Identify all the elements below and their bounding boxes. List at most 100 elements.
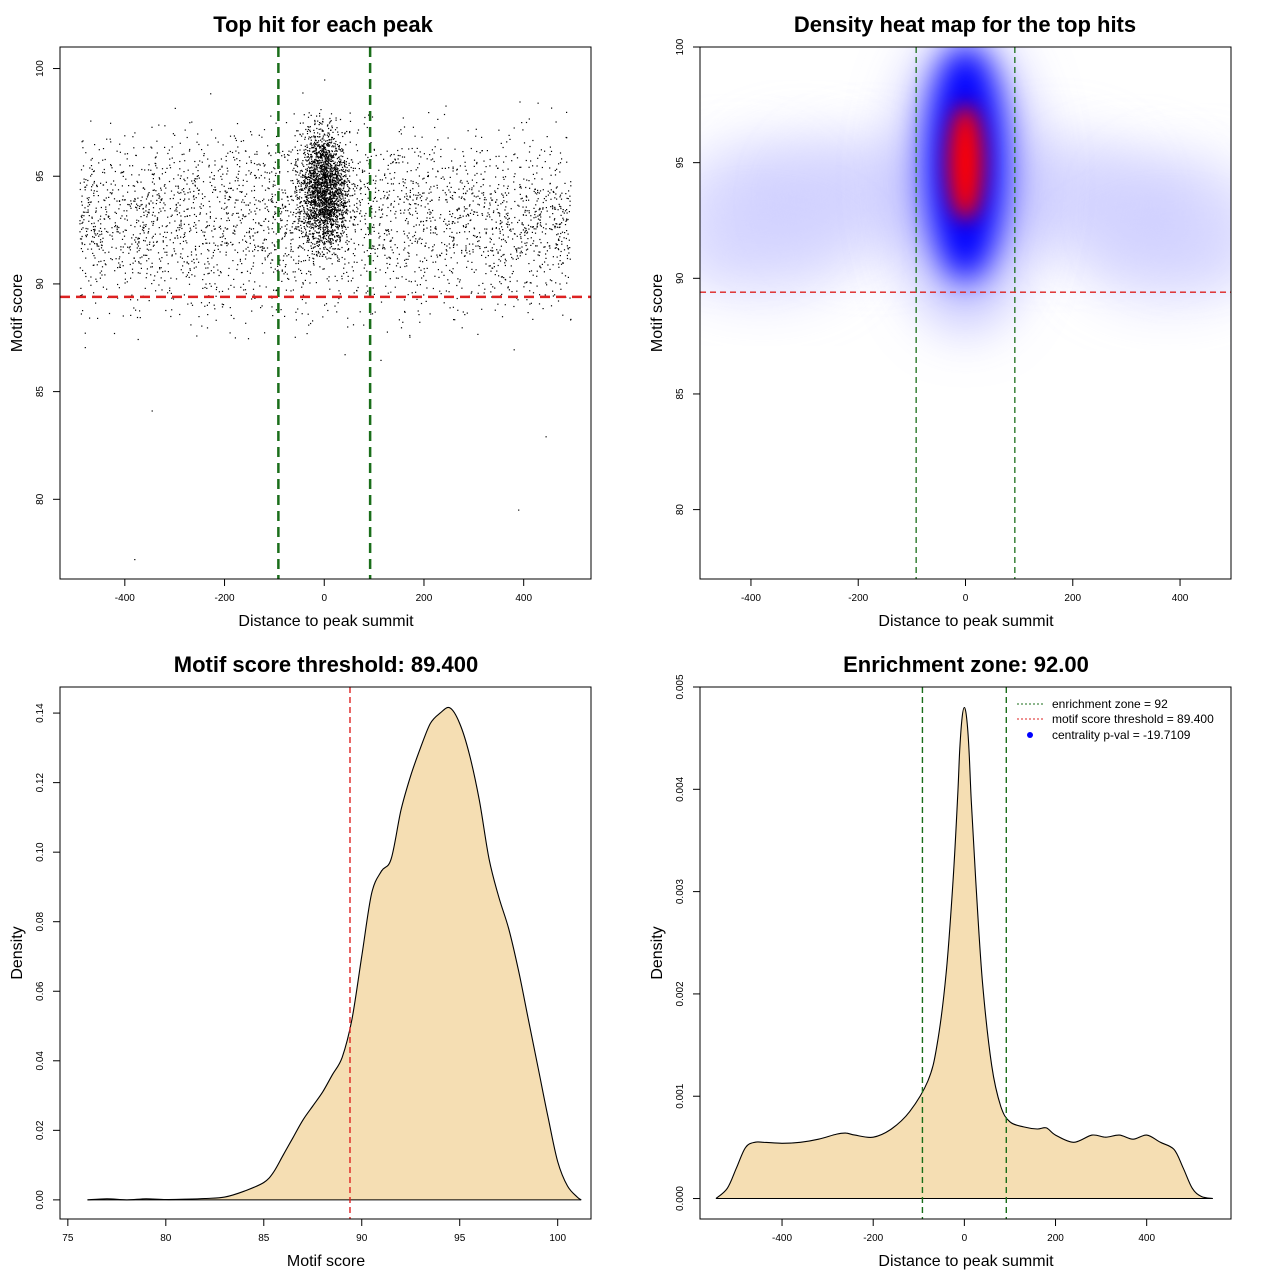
scatter-point <box>284 225 286 227</box>
scatter-point <box>316 205 318 207</box>
scatter-point <box>253 197 255 199</box>
scatter-point <box>199 160 201 162</box>
scatter-point <box>446 201 448 203</box>
scatter-point <box>550 305 553 307</box>
scatter-point <box>323 189 325 191</box>
scatter-point <box>541 178 543 180</box>
scatter-point <box>239 258 241 260</box>
scatter-point <box>313 145 315 147</box>
scatter-point <box>297 158 299 160</box>
scatter-point <box>429 217 431 219</box>
scatter-point <box>156 217 159 219</box>
scatter-point <box>429 154 431 156</box>
scatter-point <box>564 224 567 226</box>
scatter-point <box>135 206 137 208</box>
scatter-point <box>142 207 144 210</box>
scatter-point <box>272 259 274 261</box>
scatter-point <box>458 281 461 283</box>
scatter-point <box>336 175 338 177</box>
scatter-point <box>342 207 344 209</box>
scatter-point <box>560 214 562 216</box>
scatter-point <box>308 257 311 259</box>
scatter-point <box>336 280 338 282</box>
scatter-point <box>312 216 314 218</box>
scatter-point <box>378 224 381 226</box>
scatter-point <box>379 179 381 181</box>
scatter-point <box>491 250 493 252</box>
scatter-point <box>489 158 491 161</box>
scatter-point <box>295 195 297 197</box>
scatter-point <box>326 142 328 144</box>
scatter-point <box>550 150 553 152</box>
scatter-point <box>483 160 485 162</box>
scatter-point <box>245 204 247 206</box>
scatter-point <box>570 181 572 183</box>
scatter-point <box>555 187 557 189</box>
scatter-point <box>322 188 324 190</box>
scatter-point <box>456 210 458 212</box>
scatter-point <box>462 225 464 227</box>
scatter-point <box>329 288 331 290</box>
scatter-point <box>442 176 444 178</box>
scatter-point <box>401 148 403 150</box>
scatter-point <box>330 216 332 218</box>
scatter-point <box>400 327 403 329</box>
scatter-point <box>169 208 171 210</box>
scatter-point <box>471 268 473 270</box>
scatter-point <box>318 187 320 189</box>
scatter-point <box>424 271 426 273</box>
scatter-point <box>105 264 107 266</box>
scatter-point <box>222 173 224 175</box>
scatter-point <box>295 208 297 210</box>
scatter-point <box>330 177 332 179</box>
scatter-point <box>398 203 400 205</box>
scatter-point <box>568 190 570 192</box>
scatter-point <box>399 266 401 268</box>
scatter-point <box>344 163 346 165</box>
scatter-point <box>507 185 509 187</box>
scatter-point <box>230 314 232 316</box>
scatter-point <box>320 219 322 221</box>
scatter-point <box>281 203 284 205</box>
scatter-point <box>296 171 299 173</box>
scatter-point <box>162 271 164 273</box>
scatter-point <box>449 235 451 237</box>
scatter-point <box>179 204 181 206</box>
scatter-point <box>250 228 252 230</box>
scatter-point <box>516 251 518 253</box>
scatter-point <box>569 200 571 202</box>
scatter-point <box>166 254 168 256</box>
scatter-point <box>297 262 299 264</box>
scatter-point <box>332 177 334 179</box>
scatter-point <box>461 287 463 289</box>
scatter-point <box>567 233 569 235</box>
scatter-point <box>554 294 556 296</box>
scatter-point <box>539 294 541 296</box>
scatter-point <box>314 168 316 170</box>
scatter-point <box>513 246 515 248</box>
scatter-point <box>445 223 447 225</box>
scatter-point <box>309 137 312 139</box>
scatter-point <box>412 126 414 128</box>
scatter-point <box>347 193 349 195</box>
scatter-point <box>85 275 87 278</box>
scatter-point <box>463 226 465 228</box>
scatter-point <box>148 164 150 166</box>
scatter-point <box>242 283 245 285</box>
scatter-point <box>387 206 389 209</box>
scatter-point <box>546 136 548 138</box>
scatter-point <box>116 231 118 233</box>
scatter-point <box>155 163 157 165</box>
scatter-point <box>456 173 458 175</box>
scatter-point <box>229 135 232 137</box>
scatter-point <box>304 188 306 190</box>
scatter-point <box>181 227 183 230</box>
scatter-point <box>226 228 228 230</box>
scatter-point <box>331 233 333 235</box>
scatter-point <box>315 215 317 217</box>
scatter-point <box>499 223 501 225</box>
scatter-point <box>504 262 506 264</box>
scatter-point <box>384 173 386 175</box>
scatter-point <box>550 174 552 176</box>
scatter-point <box>544 261 546 263</box>
